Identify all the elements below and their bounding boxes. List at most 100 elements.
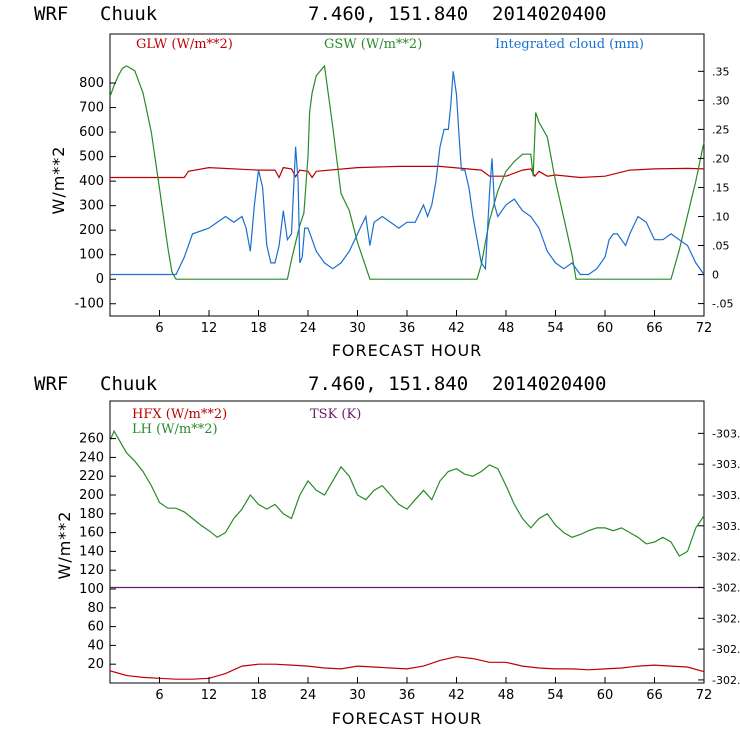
top-x-tick-label: 54	[547, 321, 564, 336]
bottom-y2-tick-label: -303.6	[712, 427, 740, 440]
bottom-x-tick-label: 66	[646, 688, 663, 703]
legend-lh: LH (W/m**2)	[132, 422, 218, 437]
bottom-y2-ticks: -303.6 -303.4 -303.2 -303.0 -302.8 -302.6 -302…	[698, 427, 740, 687]
top-x-tick-label: 72	[696, 321, 713, 336]
top-y-tick-label: 600	[79, 125, 104, 140]
bottom-y-tick-label: 40	[87, 638, 104, 653]
bottom-x-tick-label: 18	[250, 688, 267, 703]
top-series-line-2	[110, 71, 705, 276]
bottom-y-tick-label: 240	[79, 450, 104, 465]
top-chart: 6 12 18 24 30 36 42 48 54 60 66 72 -100 0 100 200 300 40…	[49, 33, 733, 360]
bottom-series-line-1	[109, 429, 705, 557]
top-y2-tick-label: .20	[712, 152, 730, 165]
top-header-coords: 7.460, 151.840	[308, 3, 468, 25]
top-header-station: Chuuk	[100, 3, 158, 25]
bottom-y-axis-label: W/m**2	[55, 511, 74, 580]
bottom-series-layer	[109, 429, 705, 680]
top-x-tick-label: 6	[155, 321, 163, 336]
legend-glw: GLW (W/m**2)	[136, 37, 233, 52]
legend-hfx: HFX (W/m**2)	[132, 407, 227, 422]
bottom-y-tick-label: 140	[79, 544, 104, 559]
top-x-tick-label: 60	[597, 321, 614, 336]
bottom-y2-tick-label: -302.6	[712, 581, 740, 594]
top-x-ticks: 6 12 18 24 30 36 42 48 54 60 66 72	[155, 310, 712, 336]
top-y-tick-label: 0	[96, 272, 104, 287]
top-y2-ticks: .35 .30 .25 .20 .15 .10 .05 0 -.05	[698, 65, 733, 311]
top-x-tick-label: 66	[646, 321, 663, 336]
bottom-header-coords: 7.460, 151.840	[308, 373, 468, 395]
top-x-tick-label: 12	[201, 321, 218, 336]
bottom-y-tick-label: 160	[79, 526, 104, 541]
top-series-line-1	[109, 64, 705, 280]
bottom-header-station: Chuuk	[100, 373, 158, 395]
legend-gsw: GSW (W/m**2)	[324, 37, 422, 52]
bottom-x-tick-label: 60	[597, 688, 614, 703]
bottom-y2-tick-label: -303.2	[712, 489, 740, 502]
top-x-tick-label: 36	[399, 321, 416, 336]
top-y-tick-label: 200	[79, 223, 104, 238]
top-y-tick-label: 300	[79, 199, 104, 214]
bottom-series-line-0	[109, 656, 705, 680]
legend-cloud: Integrated cloud (mm)	[495, 37, 644, 52]
bottom-y-tick-label: 220	[79, 469, 104, 484]
top-y-tick-label: 700	[79, 101, 104, 116]
top-header-model: WRF	[34, 3, 68, 25]
top-y-tick-label: 400	[79, 174, 104, 189]
top-x-tick-label: 30	[349, 321, 366, 336]
bottom-y-ticks: 20 40 60 80 100 120 140 160 180 200 220 240 260	[79, 432, 116, 672]
top-series-line-0	[110, 165, 705, 179]
bottom-x-tick-label: 72	[696, 688, 713, 703]
top-y2-tick-label: -.05	[712, 298, 733, 311]
bottom-chart: 6 12 18 24 30 36 42 48 54 60 66 72 20 40 60 80 100 120 14…	[55, 400, 740, 728]
bottom-x-tick-label: 54	[547, 688, 564, 703]
bottom-y-tick-label: 180	[79, 507, 104, 522]
bottom-y2-tick-label: -303.4	[712, 458, 740, 471]
top-y2-tick-label: .35	[712, 65, 730, 78]
top-y2-tick-label: .05	[712, 240, 730, 253]
bottom-x-ticks: 6 12 18 24 30 36 42 48 54 60 66 72	[155, 677, 712, 703]
bottom-y-tick-label: 200	[79, 488, 104, 503]
bottom-plot-frame	[109, 400, 705, 684]
top-plot-frame	[109, 33, 705, 317]
bottom-y2-tick-label: -303.0	[712, 520, 740, 533]
bottom-y-tick-label: 100	[79, 582, 104, 597]
bottom-x-tick-label: 12	[201, 688, 218, 703]
bottom-x-tick-label: 30	[349, 688, 366, 703]
bottom-y2-tick-label: -302.0	[712, 674, 740, 687]
top-y2-tick-label: .10	[712, 210, 730, 223]
legend-tsk: TSK (K)	[310, 407, 361, 422]
top-x-tick-label: 42	[448, 321, 465, 336]
bottom-x-axis-label: FORECAST HOUR	[332, 709, 483, 728]
top-y-axis-label: W/m**2	[49, 146, 68, 215]
bottom-y-tick-label: 60	[87, 620, 104, 635]
bottom-y-tick-label: 260	[79, 432, 104, 447]
bottom-header-init: 2014020400	[492, 373, 606, 395]
top-y2-tick-label: .15	[712, 181, 730, 194]
top-header-init: 2014020400	[492, 3, 606, 25]
bottom-y-tick-label: 80	[87, 601, 104, 616]
top-series-layer	[109, 64, 705, 280]
bottom-x-tick-label: 36	[399, 688, 416, 703]
top-y-tick-label: -100	[74, 297, 104, 312]
top-x-tick-label: 24	[300, 321, 317, 336]
top-y-tick-label: 100	[79, 248, 104, 263]
bottom-header-model: WRF	[34, 373, 68, 395]
top-y-tick-label: 500	[79, 150, 104, 165]
bottom-x-tick-label: 24	[300, 688, 317, 703]
bottom-y2-tick-label: -302.8	[712, 551, 740, 564]
top-y2-tick-label: 0	[712, 269, 719, 282]
bottom-x-tick-label: 6	[155, 688, 163, 703]
top-y-ticks: -100 0 100 200 300 400 500 600 700 800	[74, 76, 116, 312]
top-x-axis-label: FORECAST HOUR	[332, 341, 483, 360]
bottom-y2-tick-label: -302.2	[712, 643, 740, 656]
bottom-x-tick-label: 48	[498, 688, 515, 703]
top-y-tick-label: 800	[79, 76, 104, 91]
bottom-y2-tick-label: -302.4	[712, 612, 740, 625]
bottom-y-tick-label: 20	[87, 657, 104, 672]
top-x-tick-label: 48	[498, 321, 515, 336]
bottom-y-tick-label: 120	[79, 563, 104, 578]
top-x-tick-label: 18	[250, 321, 267, 336]
top-y2-tick-label: .30	[712, 94, 730, 107]
bottom-x-tick-label: 42	[448, 688, 465, 703]
